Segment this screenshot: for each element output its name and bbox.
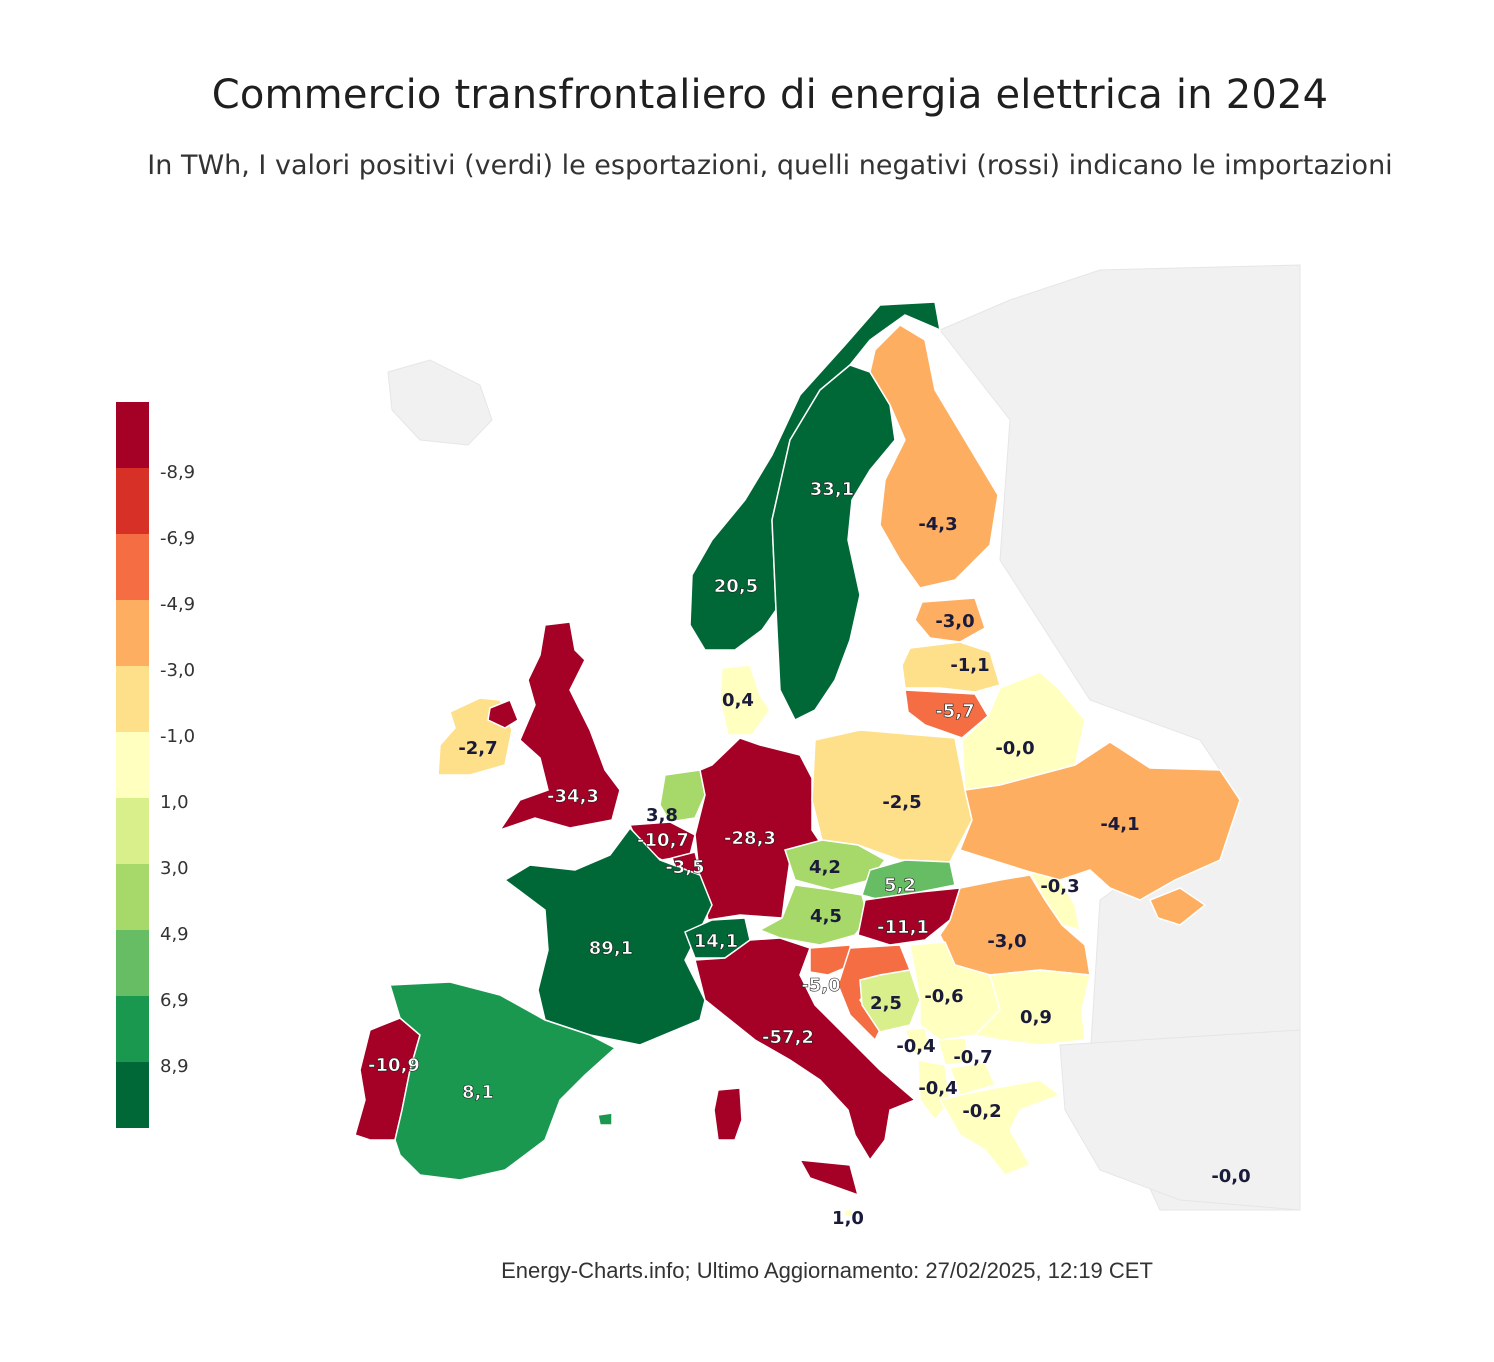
legend-swatch — [116, 468, 149, 534]
countries — [354, 301, 1241, 1217]
legend-swatch — [116, 666, 149, 732]
legend-swatch — [116, 798, 149, 864]
norway-region[interactable] — [689, 301, 941, 651]
country-labels: 33,1 20,5 -4,3 -3,0 -1,1 -5,7 0,4 -2,7 -34,3 3,8 -… — [368, 479, 1251, 1229]
background-land — [387, 264, 1301, 1211]
country-value-label: -0,4 — [918, 1078, 957, 1099]
country-value-label: 4,5 — [810, 906, 842, 927]
country-value-label: -0,0 — [1211, 1166, 1250, 1187]
legend-swatch — [116, 996, 149, 1062]
country-value-label: 2,5 — [870, 993, 902, 1014]
source-text: Energy-Charts.info; Ultimo Aggiornamento… — [501, 1258, 1153, 1283]
legend-swatch — [116, 600, 149, 666]
lithuania-region[interactable] — [904, 689, 989, 739]
country-value-label: -11,1 — [877, 917, 929, 938]
legend-label: 3,0 — [160, 858, 189, 879]
legend-label: 1,0 — [160, 792, 189, 813]
greece-region[interactable] — [938, 1079, 1062, 1176]
macedonia-region[interactable] — [948, 1061, 997, 1096]
legend-label: -6,9 — [160, 528, 196, 549]
ukraine-region[interactable] — [959, 741, 1241, 926]
country-value-label: 0,4 — [722, 690, 754, 711]
legend-swatch — [116, 1062, 149, 1128]
country-value-label: -0,6 — [924, 986, 963, 1007]
hungary-region[interactable] — [857, 887, 962, 946]
malta-region — [844, 1209, 853, 1217]
kosovo-region[interactable] — [937, 1037, 971, 1066]
legend-label: 4,9 — [160, 924, 189, 945]
denmark-region[interactable] — [719, 664, 771, 736]
country-value-label: -0,0 — [995, 738, 1034, 759]
latvia-region[interactable] — [901, 641, 1001, 693]
legend-label: 8,9 — [160, 1056, 189, 1077]
legend-label: -8,9 — [160, 462, 196, 483]
finland-region[interactable] — [869, 324, 999, 589]
country-value-label: 8,1 — [462, 1082, 494, 1103]
country-value-label: -57,2 — [762, 1027, 814, 1048]
country-value-label: -0,7 — [953, 1047, 992, 1068]
country-value-label: -4,1 — [1100, 814, 1139, 835]
slovenia-region[interactable] — [809, 944, 853, 976]
country-value-label: 4,2 — [809, 857, 841, 878]
uk-region[interactable] — [487, 621, 621, 832]
slovakia-region[interactable] — [861, 859, 956, 901]
bulgaria-region[interactable] — [973, 969, 1091, 1046]
country-value-label: 33,1 — [810, 479, 854, 500]
country-value-label: -4,3 — [918, 514, 957, 535]
color-legend — [116, 402, 149, 1128]
country-value-label: -0,2 — [962, 1101, 1001, 1122]
country-value-label: -2,5 — [882, 792, 921, 813]
legend-swatch — [116, 732, 149, 798]
country-value-label: -0,4 — [896, 1036, 935, 1057]
legend-label: -1,0 — [160, 726, 196, 747]
legend-label: -3,0 — [160, 660, 196, 681]
legend-swatch — [116, 534, 149, 600]
country-value-label: -3,5 — [665, 857, 704, 878]
spain-region[interactable] — [389, 981, 617, 1181]
country-value-label: -3,0 — [935, 611, 974, 632]
country-value-label: -34,3 — [547, 786, 599, 807]
country-value-label: 89,1 — [589, 938, 633, 959]
country-value-label: -0,3 — [1040, 876, 1079, 897]
legend-label: -4,9 — [160, 594, 196, 615]
country-value-label: 0,9 — [1020, 1007, 1052, 1028]
country-value-label: -5,0 — [801, 975, 840, 996]
country-value-label: -5,7 — [935, 701, 974, 722]
country-value-label: 14,1 — [694, 931, 738, 952]
country-value-label: -10,9 — [368, 1055, 420, 1076]
country-value-label: -3,0 — [987, 931, 1026, 952]
legend-swatch — [116, 864, 149, 930]
country-value-label: -10,7 — [637, 830, 689, 851]
country-value-label: 20,5 — [714, 576, 758, 597]
country-value-label: -1,1 — [950, 655, 989, 676]
austria-region[interactable] — [758, 884, 869, 946]
sweden-region[interactable] — [771, 364, 896, 722]
montenegro-region[interactable] — [903, 1027, 931, 1057]
country-value-label: 3,8 — [646, 805, 678, 826]
country-value-label: -2,7 — [458, 738, 497, 759]
country-value-label: -28,3 — [724, 828, 776, 849]
legend-swatch — [116, 930, 149, 996]
country-value-label: 5,2 — [884, 875, 916, 896]
italy-region[interactable] — [694, 937, 917, 1197]
legend-label: 6,9 — [160, 990, 189, 1011]
chart-subtitle: In TWh, I valori positivi (verdi) le esp… — [147, 150, 1393, 181]
country-value-label: 1,0 — [832, 1208, 864, 1229]
chart-title: Commercio transfrontaliero di energia el… — [211, 72, 1329, 118]
legend-swatch — [116, 402, 149, 468]
bosnia-region[interactable] — [859, 969, 921, 1033]
